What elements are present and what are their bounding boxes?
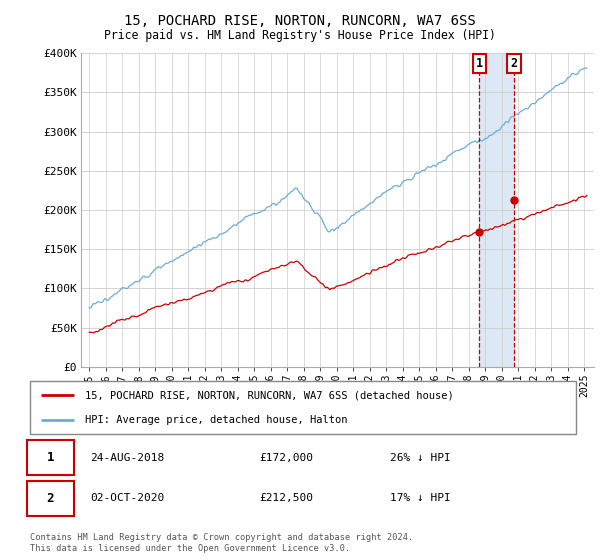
Text: £212,500: £212,500 <box>259 493 313 503</box>
Text: 15, POCHARD RISE, NORTON, RUNCORN, WA7 6SS (detached house): 15, POCHARD RISE, NORTON, RUNCORN, WA7 6… <box>85 390 454 400</box>
Text: 2: 2 <box>46 492 54 505</box>
Text: £172,000: £172,000 <box>259 453 313 463</box>
Text: Contains HM Land Registry data © Crown copyright and database right 2024.
This d: Contains HM Land Registry data © Crown c… <box>30 533 413 553</box>
FancyBboxPatch shape <box>27 481 74 516</box>
Text: 17% ↓ HPI: 17% ↓ HPI <box>391 493 451 503</box>
FancyBboxPatch shape <box>27 440 74 475</box>
Text: Price paid vs. HM Land Registry's House Price Index (HPI): Price paid vs. HM Land Registry's House … <box>104 29 496 42</box>
Text: HPI: Average price, detached house, Halton: HPI: Average price, detached house, Halt… <box>85 414 347 424</box>
Text: 2: 2 <box>511 57 518 70</box>
Text: 15, POCHARD RISE, NORTON, RUNCORN, WA7 6SS: 15, POCHARD RISE, NORTON, RUNCORN, WA7 6… <box>124 14 476 28</box>
Text: 24-AUG-2018: 24-AUG-2018 <box>90 453 164 463</box>
Bar <box>479 53 514 367</box>
Text: 02-OCT-2020: 02-OCT-2020 <box>90 493 164 503</box>
Text: 1: 1 <box>46 451 54 464</box>
FancyBboxPatch shape <box>30 381 576 434</box>
Text: 26% ↓ HPI: 26% ↓ HPI <box>391 453 451 463</box>
Text: 1: 1 <box>476 57 483 70</box>
